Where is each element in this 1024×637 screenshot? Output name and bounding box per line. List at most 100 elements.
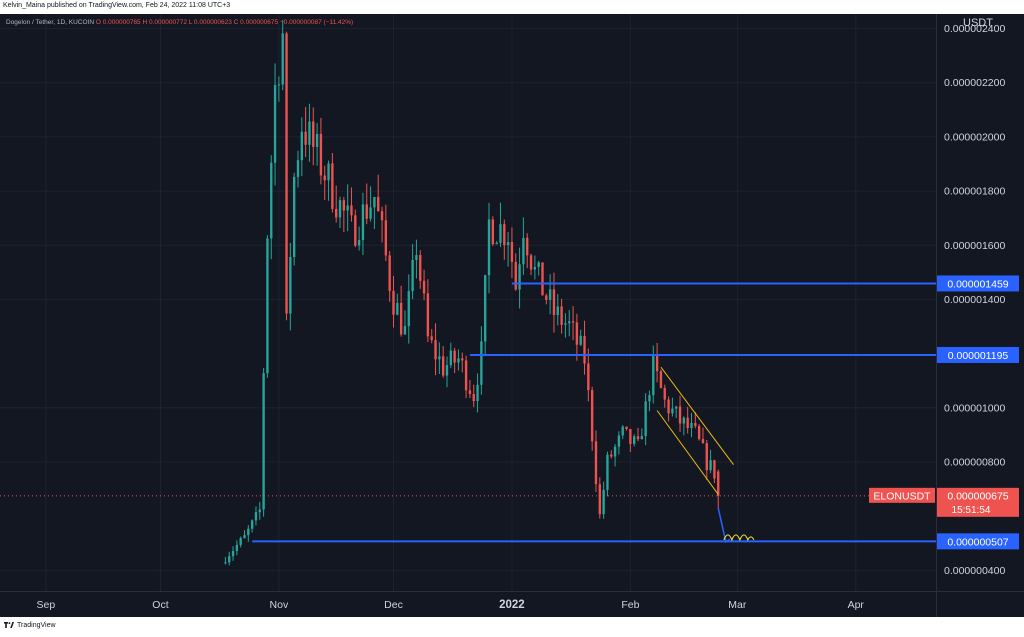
candle-body [426, 293, 430, 337]
candle-body [228, 556, 231, 563]
candle-body [590, 390, 594, 442]
candle-body [327, 163, 330, 181]
candle-body [312, 121, 315, 147]
candle-body [510, 242, 514, 262]
candle-body [292, 176, 296, 257]
candle-body [258, 509, 261, 513]
candle-body [529, 255, 533, 270]
date-tick-label: Apr [848, 599, 865, 611]
candle-body [717, 471, 720, 496]
publisher-caption: Kelvin_Maina published on TradingView.co… [3, 2, 231, 9]
symbol-tag [869, 487, 935, 503]
candle-body [319, 133, 323, 176]
candle-body [678, 406, 682, 424]
candle-body [491, 219, 495, 245]
date-tick-label: Nov [270, 599, 289, 611]
last-price-tag [937, 487, 1019, 517]
candle-body [705, 443, 708, 471]
date-tick-label: Mar [728, 599, 747, 611]
chart-area[interactable]: 0.000002400 0.000002200 0.000002000 0.00000… [0, 14, 1024, 617]
candle-body [266, 238, 269, 374]
channel-upper-line [660, 366, 734, 465]
symbol-title: Dogelon / Tether, 1D, KUCOIN [6, 19, 95, 26]
currency-label: USDT [963, 17, 993, 29]
tradingview-wordmark: TradingView [17, 622, 56, 629]
date-tick-label: Sep [37, 599, 56, 611]
candle-body [464, 360, 468, 391]
candle-body [675, 406, 678, 409]
candle-body [342, 200, 346, 211]
candle-body [663, 387, 666, 400]
candle-body [373, 196, 376, 208]
candle-body [224, 562, 227, 564]
candle-body [468, 390, 472, 394]
tradingview-logo-icon [4, 622, 14, 628]
candle-body [579, 335, 582, 345]
candle-body [587, 363, 590, 391]
price-tick-label: 0.000002200 [944, 77, 1005, 89]
candle-body [411, 259, 414, 292]
price-tick-label: 0.000001600 [944, 240, 1005, 252]
candle-body [476, 384, 479, 402]
tradingview-logo[interactable]: TradingView [4, 622, 56, 629]
candle-body [648, 395, 651, 402]
candle-body [300, 131, 303, 161]
candle-body [273, 85, 277, 163]
level-price-tag [937, 346, 1019, 363]
candle-body [571, 321, 575, 323]
channel-lower-line [656, 410, 719, 495]
candle-body [323, 175, 326, 181]
candle-body [625, 426, 628, 430]
candle-body [247, 528, 250, 536]
candle-body [430, 336, 433, 340]
level-price-label: 0.000000507 [947, 536, 1008, 548]
candle-body [354, 215, 357, 246]
candle-body [548, 289, 552, 300]
candle-body [384, 220, 388, 256]
candle-body [392, 290, 395, 315]
candle-body [690, 423, 693, 429]
candle-body [449, 350, 452, 366]
candle-body [522, 237, 525, 265]
candle-body [621, 426, 624, 436]
price-tick-label: 0.000000400 [944, 565, 1005, 577]
candle-body [285, 33, 288, 314]
candle-body [514, 261, 517, 290]
date-tick-label: Oct [152, 599, 168, 611]
candle-body [610, 454, 613, 457]
candle-body [560, 306, 563, 325]
candle-body [583, 335, 586, 364]
candle-body [377, 196, 380, 212]
date-tick-label: 2022 [499, 599, 525, 611]
candle-body [369, 207, 372, 219]
level-price-label: 0.000001459 [947, 278, 1008, 290]
candle-body [415, 255, 418, 260]
candle-body [659, 371, 663, 388]
candle-body [545, 295, 548, 300]
candlestick-chart[interactable]: 0.000002400 0.000002200 0.000002000 0.00000… [0, 14, 1024, 617]
candle-body [499, 224, 502, 243]
publisher-bar: Kelvin_Maina published on TradingView.co… [0, 0, 1024, 14]
candle-body [231, 551, 235, 557]
price-tick-label: 0.000000800 [944, 456, 1005, 468]
candle-body [357, 240, 361, 246]
candle-body [350, 205, 353, 216]
candle-body [361, 204, 365, 241]
candle-body [568, 321, 571, 324]
candle-body [552, 289, 556, 316]
candle-body [594, 441, 598, 485]
candle-body [308, 121, 311, 145]
candle-body [399, 302, 403, 335]
candle-body [270, 162, 273, 239]
candle-body [556, 306, 559, 316]
hand-drawn-scribble [723, 534, 755, 542]
candle-body [518, 264, 521, 290]
candle-body [407, 291, 410, 327]
candle-body [701, 439, 705, 444]
candle-body [697, 425, 701, 440]
price-tick-label: 0.000001800 [944, 186, 1005, 198]
candle-body [495, 242, 498, 245]
candle-body [541, 262, 544, 296]
candle-body [575, 322, 579, 345]
candle-body [331, 163, 334, 209]
